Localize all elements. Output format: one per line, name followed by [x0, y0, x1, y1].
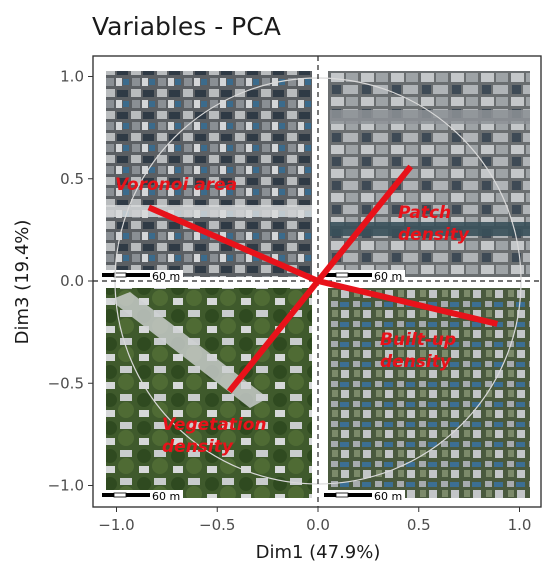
vector-label-vegetation-density: Vegetation density	[162, 415, 266, 457]
vector-label-voronoi-area: Voronoi area	[115, 175, 237, 195]
x-tick-label: 1.0	[508, 516, 532, 534]
canal-strip	[330, 222, 530, 236]
vector-voronoi-area	[147, 204, 320, 284]
vector-patch-density	[315, 164, 414, 283]
scale-seg	[348, 493, 372, 497]
scale-seg	[126, 273, 150, 277]
scale-seg	[335, 492, 349, 498]
scale-seg	[102, 493, 114, 497]
y-tick-label: 0.5	[60, 170, 84, 188]
scale-bar-label: 60 m	[374, 270, 402, 283]
y-axis-label: Dim3 (19.4%)	[12, 220, 33, 345]
scale-seg	[324, 493, 336, 497]
scale-seg	[126, 493, 150, 497]
satellite-image-top-left	[106, 71, 312, 277]
y-tick-label: −0.5	[48, 374, 84, 392]
scale-bar-4: 60 m	[321, 490, 405, 503]
y-tick-label: −1.0	[48, 477, 84, 495]
scale-seg	[113, 272, 127, 278]
x-tick-label: 0.5	[407, 516, 431, 534]
road-strip	[330, 110, 530, 124]
scale-bar-label: 60 m	[152, 270, 180, 283]
y-tick-label: 0.0	[60, 272, 84, 290]
chart-title: Variables - PCA	[92, 12, 281, 41]
scale-seg	[113, 492, 127, 498]
x-tick-label: −1.0	[98, 516, 134, 534]
y-tick-label: 1.0	[60, 68, 84, 86]
scale-seg	[348, 273, 372, 277]
road-diagonal	[110, 292, 268, 408]
scale-seg	[324, 273, 336, 277]
x-tick-label: −0.5	[199, 516, 235, 534]
vector-label-patch-density: Patch density	[398, 203, 470, 245]
satellite-image-top-right	[328, 71, 530, 277]
scale-bar-label: 60 m	[152, 490, 180, 503]
x-tick-label: 0.0	[306, 516, 330, 534]
satellite-image-bottom-right	[328, 288, 530, 498]
scale-bar-1: 60 m	[99, 270, 183, 283]
scale-seg	[335, 272, 349, 278]
building-strip	[106, 205, 312, 217]
scale-bar-label: 60 m	[374, 490, 402, 503]
vector-label-built-up-density: Built-up density	[380, 330, 456, 372]
vector-built-up-density	[317, 278, 499, 327]
scale-bar-2: 60 m	[321, 270, 405, 283]
scale-bar-3: 60 m	[99, 490, 183, 503]
x-axis-label: Dim1 (47.9%)	[256, 542, 381, 563]
vector-vegetation-density	[227, 279, 321, 394]
scale-seg	[102, 273, 114, 277]
